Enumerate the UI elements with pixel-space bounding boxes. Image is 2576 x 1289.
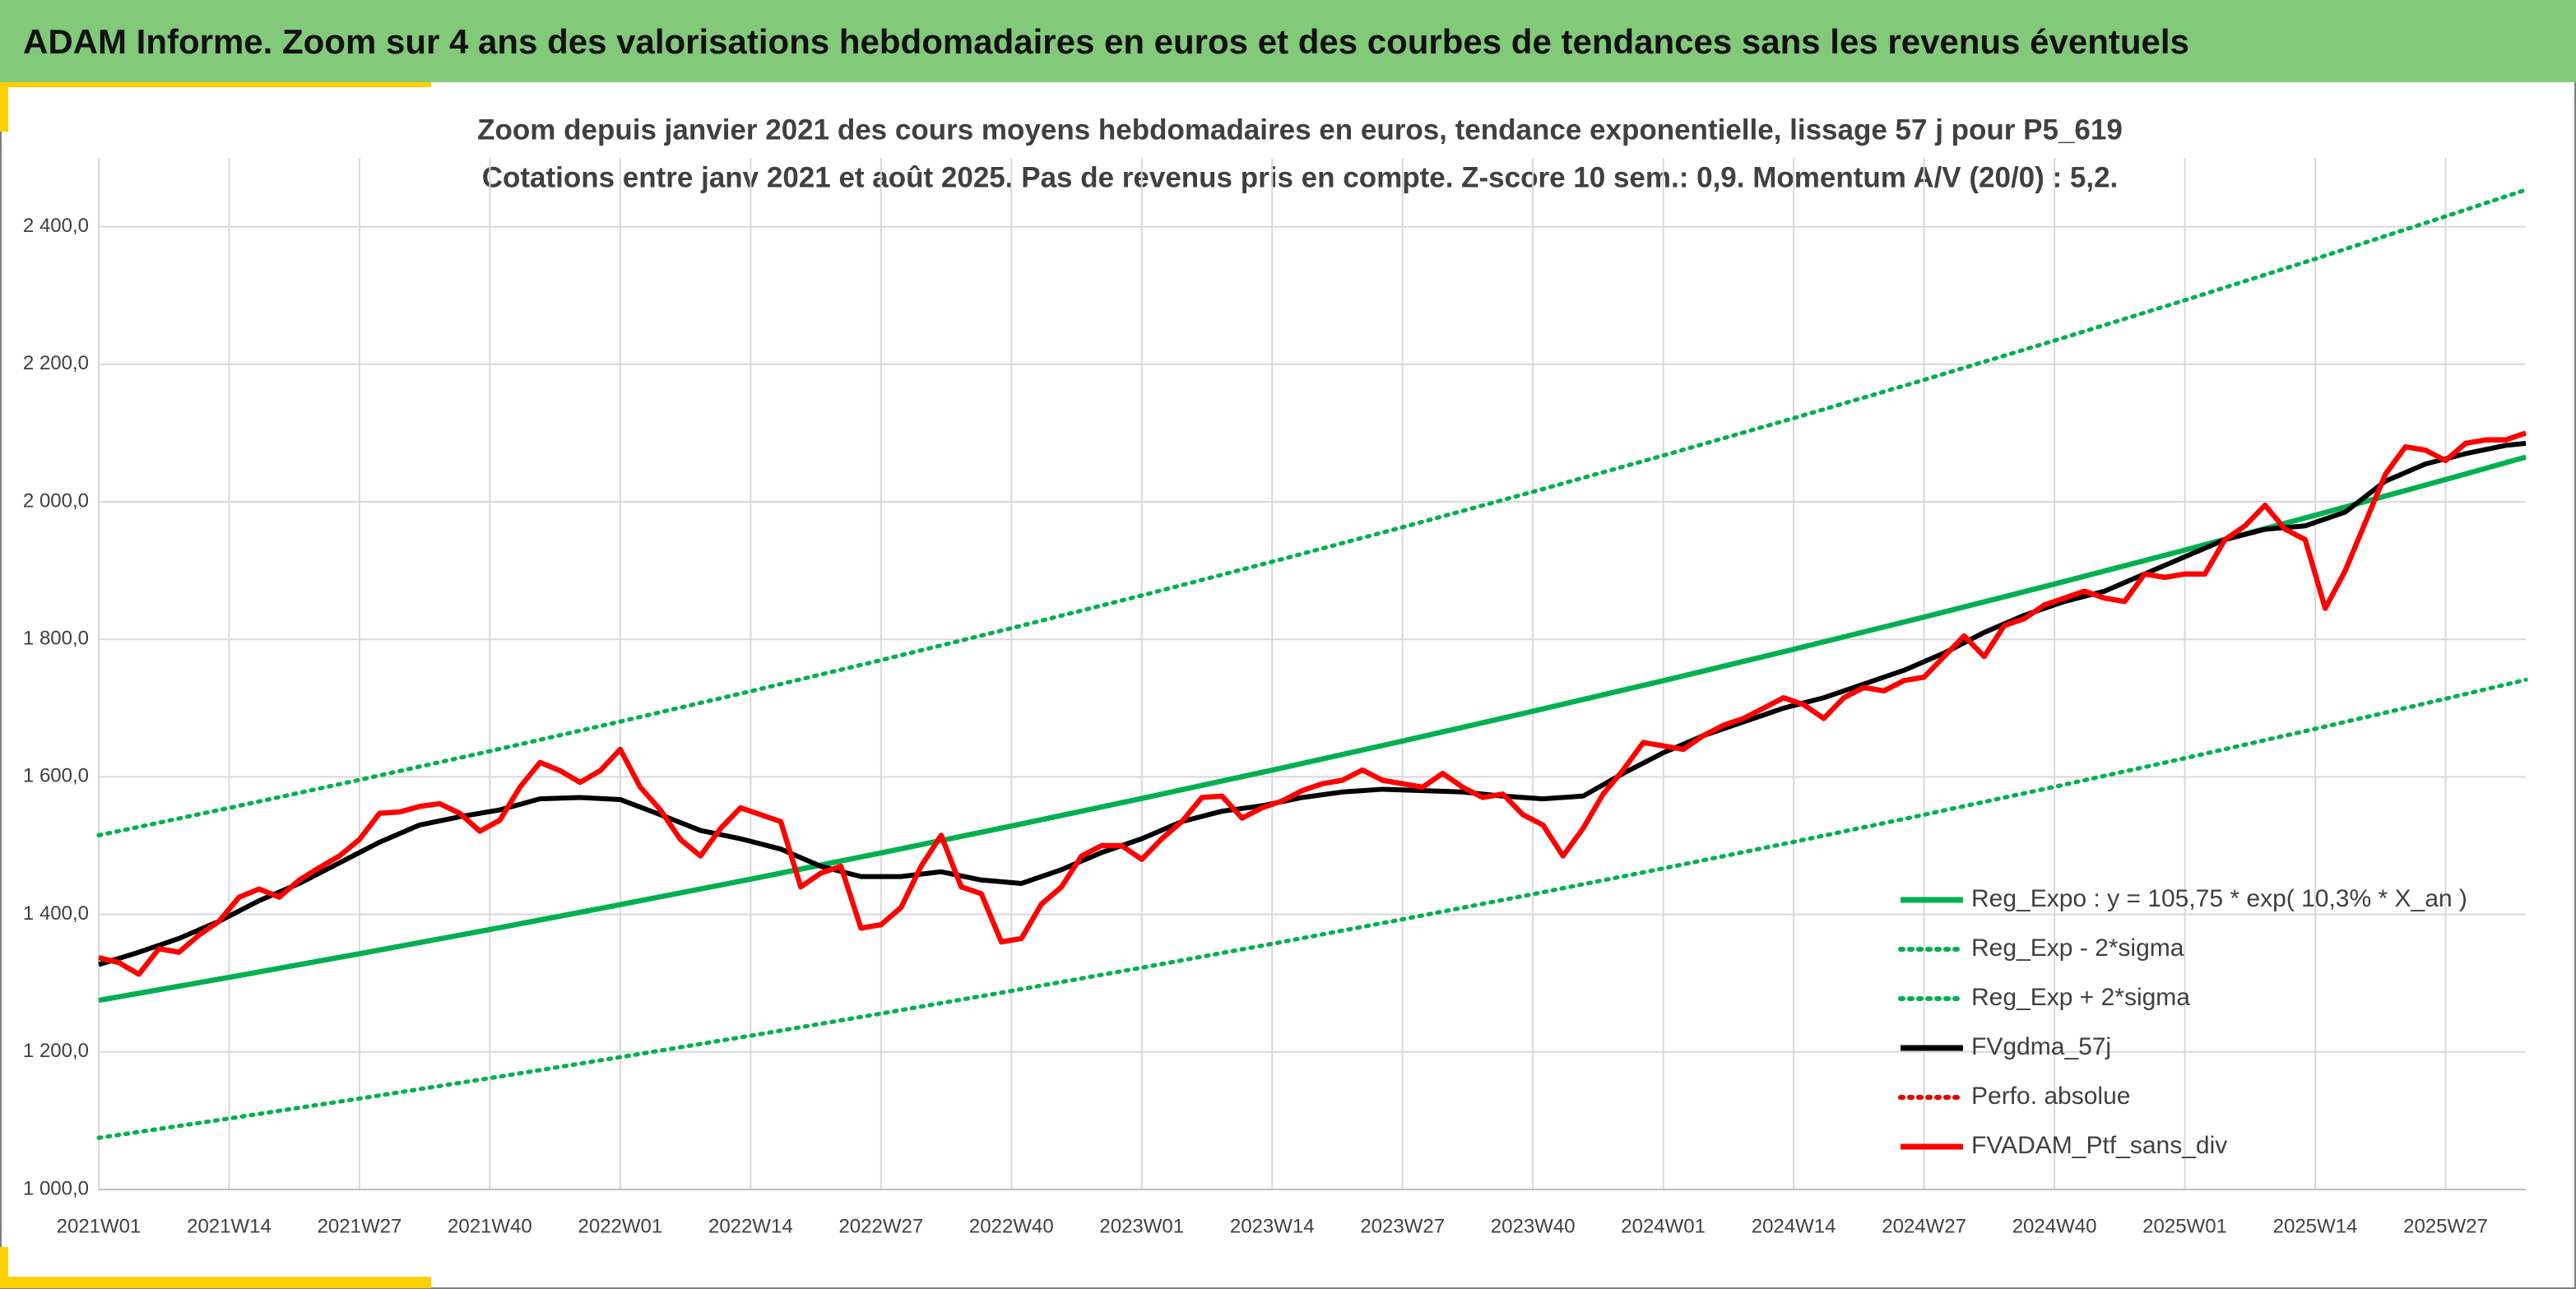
page-title: ADAM Informe. Zoom sur 4 ans des valoris… (23, 22, 2189, 61)
x-tick-label: 2024W27 (1882, 1215, 1966, 1237)
accent (0, 1247, 8, 1288)
legend-label: FVgdma_57j (1971, 1033, 2111, 1060)
x-tick-label: 2023W27 (1360, 1215, 1445, 1237)
accent (0, 82, 8, 132)
x-tick-label: 2023W14 (1230, 1215, 1315, 1237)
legend-label: FVADAM_Ptf_sans_div (1971, 1132, 2227, 1159)
x-tick-label: 2025W01 (2142, 1215, 2227, 1237)
legend-label: Reg_Exp - 2*sigma (1971, 934, 2184, 962)
y-tick-label: 1 800,0 (23, 628, 89, 650)
chart-title: Zoom depuis janvier 2021 des cours moyen… (477, 114, 2123, 146)
x-tick-label: 2025W27 (2403, 1215, 2488, 1237)
x-tick-label: 2023W40 (1491, 1215, 1576, 1237)
chart-subtitle: Cotations entre janv 2021 et août 2025. … (482, 161, 2119, 193)
x-tick-label: 2021W01 (57, 1215, 142, 1237)
series-line (96, 677, 2528, 1140)
y-tick-label: 2 400,0 (23, 215, 89, 237)
header-bar (0, 0, 2576, 82)
y-tick-label: 2 200,0 (23, 352, 89, 374)
series-line (98, 454, 2527, 1004)
x-tick-label: 2021W27 (318, 1215, 402, 1237)
y-tick-label: 1 200,0 (23, 1040, 89, 1062)
x-tick-label: 2022W27 (838, 1215, 923, 1237)
accent (0, 82, 431, 87)
x-tick-label: 2024W14 (1752, 1215, 1836, 1237)
y-tick-label: 1 400,0 (23, 902, 89, 925)
legend-label: Reg_Expo : y = 105,75 * exp( 10,3% * X_a… (1971, 885, 2467, 912)
legend-label: Perfo. absolue (1971, 1083, 2130, 1110)
legend-label: Reg_Exp + 2*sigma (1971, 984, 2190, 1011)
x-tick-label: 2023W01 (1099, 1215, 1184, 1237)
y-tick-label: 1 600,0 (23, 765, 89, 787)
x-tick-label: 2024W40 (2012, 1215, 2097, 1237)
x-tick-label: 2022W40 (969, 1215, 1054, 1237)
x-tick-label: 2024W01 (1621, 1215, 1706, 1237)
x-tick-label: 2025W14 (2273, 1215, 2358, 1237)
y-tick-label: 1 000,0 (23, 1177, 89, 1199)
x-tick-label: 2021W40 (448, 1215, 532, 1237)
y-tick-label: 2 000,0 (23, 489, 89, 512)
series-line (98, 430, 2527, 977)
accent (0, 1277, 431, 1288)
x-tick-label: 2022W14 (708, 1215, 793, 1237)
x-tick-label: 2022W01 (578, 1215, 663, 1237)
x-tick-label: 2021W14 (187, 1215, 272, 1237)
